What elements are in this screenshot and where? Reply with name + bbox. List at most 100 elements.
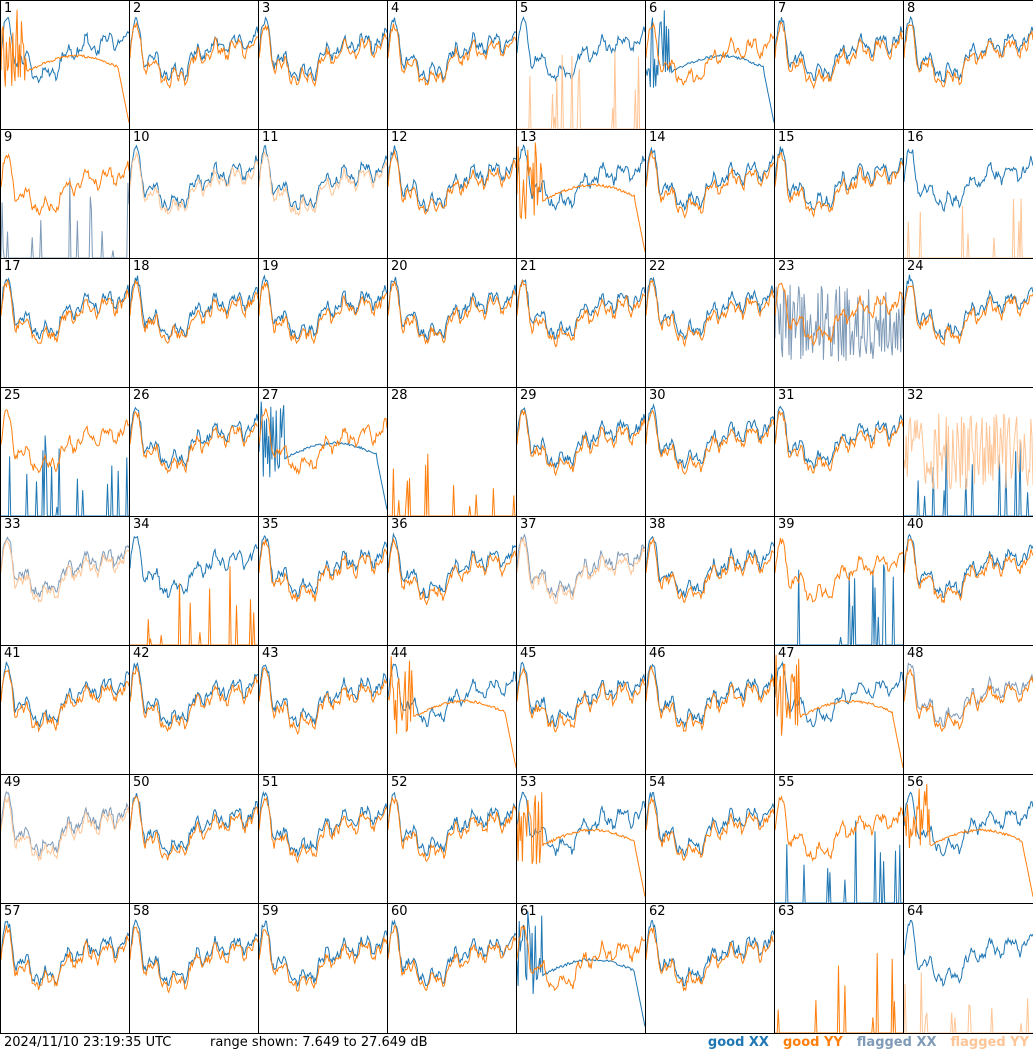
series-good-yy [388,453,516,516]
series-good-yy [130,279,258,344]
series-good-yy [646,150,774,219]
series-good-yy [388,280,516,345]
series-good-yy [775,152,903,218]
series-good-yy [517,279,645,348]
panel-20: 20 [387,258,517,388]
range-label: range shown: 7.649 to 27.649 dB [210,1035,428,1050]
panel-number: 36 [391,517,408,532]
series-good-xx [517,16,645,83]
series-good-yy [775,21,903,90]
panel-number: 52 [391,775,408,790]
panel-plot [130,406,258,474]
series-flagged-xx [1,790,129,857]
panel-plot [646,663,774,732]
series-good-yy [130,22,258,89]
series-flagged-yy [1,539,129,603]
panel-number: 31 [778,388,795,403]
panel-19: 19 [258,258,388,388]
series-good-yy [1,409,129,474]
panel-plot [517,791,645,897]
panel-plot [1,277,129,344]
legend-good-xx: good XX [707,1035,769,1050]
series-flagged-yy [517,50,645,129]
panel-plot [904,662,1033,733]
panel-plot [904,148,1033,258]
panel-plot [259,790,387,864]
panel-64: 64 [903,903,1033,1034]
panel-number: 30 [649,388,666,403]
panel-plot [388,656,516,768]
series-good-xx [1,17,129,84]
series-good-xx [130,275,258,341]
series-flagged-yy [904,198,1033,258]
series-flagged-yy [517,537,645,604]
series-good-xx [646,276,774,341]
series-good-xx [1,661,129,728]
series-good-xx [130,17,258,82]
series-good-yy [775,953,903,1033]
series-good-yy [1,668,129,733]
series-flagged-yy [1,796,129,862]
series-good-yy [517,792,645,897]
series-good-xx [259,535,387,599]
panel-number: 27 [262,388,279,403]
series-good-xx [388,17,516,84]
panel-number: 17 [4,259,21,274]
panel-plot [130,144,258,215]
panel-47: 47 [774,645,904,775]
series-good-yy [130,566,258,645]
panel-plot [388,532,516,606]
panel-plot [388,17,516,86]
panel-number: 19 [262,259,279,274]
panel-5: 5 [516,0,646,130]
panel-plot [130,661,258,733]
panel-plot [259,274,387,345]
series-good-xx [646,535,774,598]
series-good-yy [259,24,387,88]
panel-61: 61 [516,903,646,1034]
panel-9: 9 [0,129,130,259]
panel-plot [646,10,774,123]
panel-50: 50 [129,774,259,904]
panel-38: 38 [645,516,775,646]
series-good-yy [130,410,258,474]
panel-number: 51 [262,775,279,790]
series-good-yy [646,665,774,732]
panel-plot [775,17,903,90]
panel-number: 35 [262,517,279,532]
series-good-xx [904,791,1033,857]
panel-number: 34 [133,517,150,532]
panel-plot [388,453,516,516]
series-good-yy [646,927,774,992]
panel-plot [904,533,1033,604]
series-good-yy [1,153,129,216]
series-flagged-yy [904,413,1033,491]
series-good-yy [259,539,387,602]
panel-plot [904,783,1033,897]
panel-plot [904,15,1033,88]
panel-number: 7 [778,1,787,16]
panel-number: 58 [133,904,150,919]
panel-10: 10 [129,129,259,259]
panel-plot [130,535,258,645]
series-good-yy [259,796,387,864]
series-good-xx [646,792,774,858]
panel-plot [775,654,903,768]
legend-flagged-xx: flagged XX [856,1035,937,1050]
series-good-xx [775,17,903,82]
panel-30: 30 [645,387,775,517]
series-good-yy [517,667,645,733]
panel-number: 63 [778,904,795,919]
panel-plot [904,274,1033,347]
panel-62: 62 [645,903,775,1034]
panel-number: 13 [520,130,537,145]
panel-6: 6 [645,0,775,130]
panel-24: 24 [903,258,1033,388]
series-flagged-yy [130,151,258,215]
series-good-yy [904,538,1033,604]
panel-18: 18 [129,258,259,388]
panel-plot [775,282,903,362]
series-good-xx [388,276,516,342]
series-good-yy [904,668,1033,733]
panel-plot [775,795,903,903]
